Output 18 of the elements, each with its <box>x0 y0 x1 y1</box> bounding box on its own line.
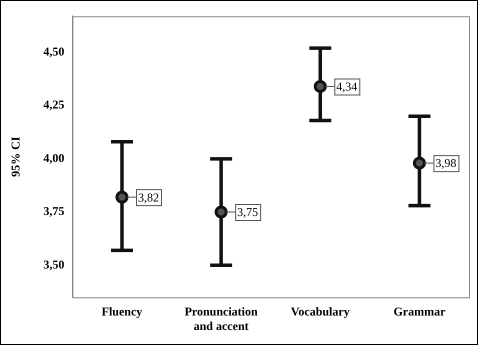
y-tick-label: 4,25 <box>43 98 64 112</box>
point <box>214 206 228 219</box>
y-tick-label: 3,50 <box>43 257 64 272</box>
x-tick-label: Vocabulary <box>290 304 350 318</box>
y-tick-label: 4,50 <box>43 44 64 58</box>
data-label: 3,82 <box>138 190 159 204</box>
point <box>314 80 327 93</box>
x-tick-label: Grammar <box>393 304 446 318</box>
data-label: 3,98 <box>435 156 456 170</box>
data-label: 3,75 <box>237 205 258 220</box>
y-tick-label: 4,00 <box>43 150 64 165</box>
y-tick-label: 3,75 <box>43 204 64 218</box>
x-tick-label: Pronunciation and accent <box>184 304 258 333</box>
x-tick-label: Fluency <box>102 304 142 318</box>
point <box>115 190 128 204</box>
y-axis-title: 95% CI <box>8 136 22 177</box>
point <box>412 156 426 170</box>
data-label: 4,34 <box>336 80 358 94</box>
